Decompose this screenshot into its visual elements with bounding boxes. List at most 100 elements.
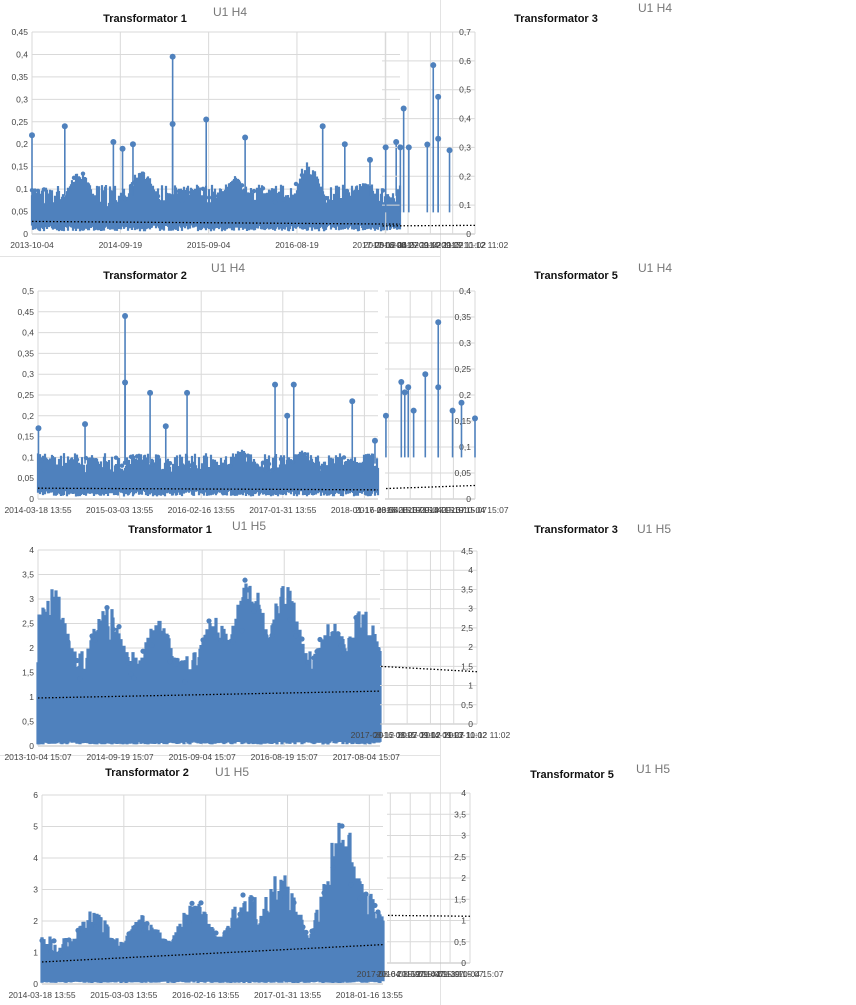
chart-t5-h5: 0 0,5 1 1,5 2 2,5 3 3,5 4 2013-10-04 15:07 2014-09… — [357, 756, 856, 1005]
series-marker — [272, 466, 278, 471]
y-tick-label: 1 — [33, 948, 38, 958]
spike-point — [119, 145, 126, 152]
chart-title: Transformator 3 — [514, 13, 598, 25]
trend-line — [37, 487, 379, 491]
x-tick-label: 2017-01-31 13:55 — [249, 505, 316, 515]
series-marker — [380, 188, 386, 193]
series-marker — [212, 634, 218, 640]
series-marker — [189, 900, 195, 906]
chart-subtitle: U1 H5 — [637, 522, 671, 536]
series-marker — [335, 194, 341, 199]
series-marker — [348, 882, 354, 888]
x-tick-label: 2015-09-04 15:07 — [397, 969, 464, 979]
y-tick-label: 0,15 — [17, 432, 34, 442]
series-marker — [104, 605, 110, 611]
series-marker — [281, 197, 287, 202]
x-tick-label: 2014-09-27 11:02 — [419, 240, 486, 250]
x-tick-label: 2013-10-04 — [10, 240, 54, 250]
y-tick-label: 0,2 — [22, 411, 34, 421]
series-marker — [227, 463, 233, 469]
chart-subtitle: U1 H5 — [232, 519, 266, 533]
series-marker — [260, 186, 266, 191]
series-marker — [240, 892, 246, 898]
series-marker — [138, 923, 144, 929]
spike-point — [472, 415, 478, 422]
y-grid: 0 0,05 0,1 0,15 0,2 0,25 0,3 0,35 0,4 — [385, 286, 475, 504]
series-marker — [155, 194, 161, 199]
spike-point — [422, 371, 429, 378]
series-marker — [222, 930, 228, 936]
y-tick-label: 0,5 — [459, 85, 471, 95]
series-band — [36, 577, 382, 745]
series-marker — [341, 650, 347, 657]
y-tick-label: 0,3 — [16, 94, 28, 104]
x-tick-label: 2014-09-19 — [99, 240, 143, 250]
y-tick-label: 2 — [33, 916, 38, 926]
spike-point — [435, 135, 442, 142]
y-tick-label: 0,35 — [454, 312, 471, 322]
y-grid: 0 0,1 0,2 0,3 0,4 0,5 0,6 0,7 — [382, 27, 475, 239]
spike-point — [122, 379, 129, 386]
spike-point — [35, 425, 42, 432]
y-grid: 0 0,5 1 1,5 2 2,5 3 3,5 4 — [387, 788, 470, 968]
series-marker — [161, 632, 167, 638]
y-tick-label: 0,25 — [17, 390, 34, 400]
series-marker — [372, 902, 378, 909]
y-tick-label: 1,5 — [454, 894, 466, 904]
chart-t1-h5: 0 0,5 1 1,5 2 2,5 3 3,5 4 2013-10-04 15:07 2014-09… — [0, 518, 440, 762]
spike-point — [435, 319, 442, 326]
y-tick-label: 1,5 — [22, 668, 34, 678]
spike-point — [458, 399, 465, 406]
chart-title: Transformator 2 — [103, 270, 187, 282]
series-marker — [176, 189, 182, 194]
chart-title: Transformator 2 — [105, 767, 189, 779]
series-marker — [116, 624, 122, 630]
series-marker — [122, 197, 128, 202]
y-tick-label: 0,3 — [459, 142, 471, 152]
chart-subtitle: U1 H4 — [638, 261, 672, 275]
spike-point — [449, 407, 456, 414]
series-marker — [299, 172, 305, 178]
series-marker — [75, 927, 81, 933]
x-tick-label: 2015-09-04 15:07 — [398, 505, 465, 515]
series-line — [36, 449, 380, 497]
spike-point — [169, 53, 176, 60]
y-tick-label: 2 — [29, 643, 34, 653]
y-tick-label: 0 — [466, 229, 471, 239]
series-marker — [125, 660, 131, 666]
series-marker — [39, 937, 45, 944]
x-tick-label: 2014-09-19 15:07 — [87, 752, 154, 762]
series-marker — [179, 660, 185, 666]
spike-point — [349, 398, 356, 405]
series-marker — [119, 463, 125, 468]
x-tick-label: 2016-08-19 15:07 — [251, 752, 318, 762]
series-marker — [353, 614, 359, 621]
y-tick-label: 4,5 — [461, 546, 473, 556]
spike-point — [405, 384, 412, 391]
spike-point — [61, 123, 68, 130]
x-tick-label: 2015-09-04 — [187, 240, 231, 250]
series-marker — [128, 671, 134, 677]
y-grid: 0 0,5 1 1,5 2 2,5 3 3,5 4 4,5 — [380, 546, 477, 729]
chart-t3-h5: 0 0,5 1 1,5 2 2,5 3 3,5 4 4,5 2013-10-12 11:02 2014… — [351, 518, 856, 755]
y-tick-label: 4 — [33, 853, 38, 863]
y-tick-label: 2,5 — [454, 852, 466, 862]
trend-line — [37, 690, 381, 699]
y-tick-label: 1 — [468, 681, 473, 691]
spike-point — [430, 62, 437, 69]
y-tick-label: 0,5 — [461, 700, 473, 710]
y-tick-label: 0,1 — [459, 200, 471, 210]
series-marker — [338, 643, 344, 649]
series-marker — [149, 642, 155, 648]
series-marker — [317, 465, 323, 470]
x-tick-label: 2017-08-04 15:07 — [355, 505, 422, 515]
spike-point — [341, 141, 348, 148]
series-marker — [263, 633, 269, 639]
x-tick-label: 2013-10-04 15:07 — [441, 505, 508, 515]
x-tick-label: 2017-08-04 15:07 — [333, 752, 400, 762]
x-tick-label: 2018-01-16 13:55 — [336, 990, 403, 1000]
y-tick-label: 3 — [468, 604, 473, 614]
chart-title: Transformator 1 — [103, 13, 187, 25]
y-tick-label: 0,05 — [11, 207, 28, 217]
series-marker — [245, 587, 251, 593]
